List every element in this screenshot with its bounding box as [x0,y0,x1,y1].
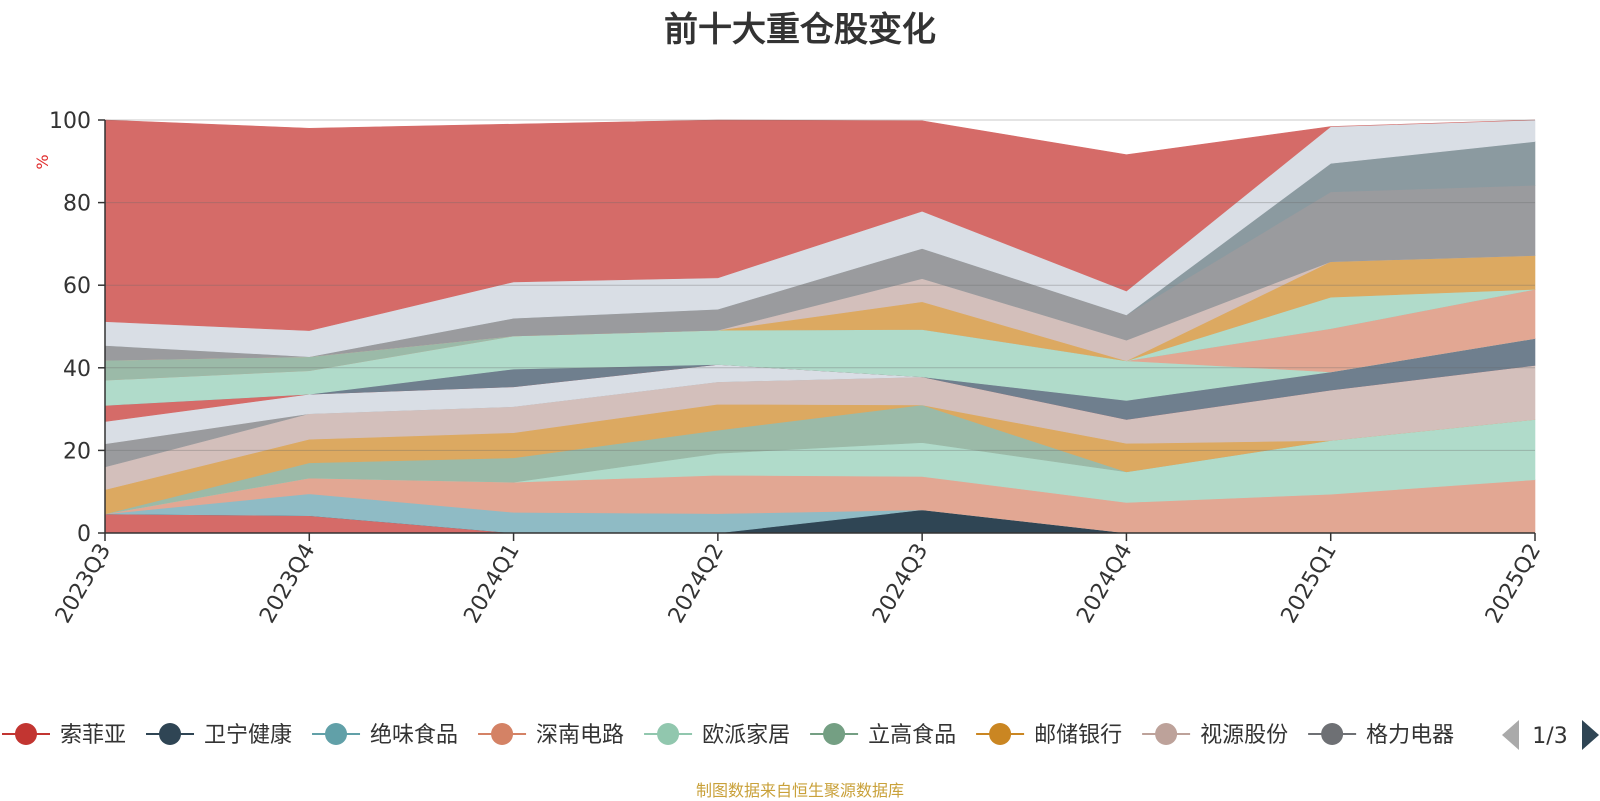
legend-item-6[interactable]: 邮储银行 [976,723,1122,748]
legend-label: 绝味食品 [370,723,458,748]
x-tick-label: 2023Q4 [255,540,320,628]
legend-next-icon[interactable] [1582,720,1599,750]
x-tick-label: 2024Q1 [459,540,524,628]
legend-item-2[interactable]: 绝味食品 [312,723,458,748]
x-tick-label: 2024Q3 [868,540,933,628]
legend-label: 卫宁健康 [204,723,292,748]
y-tick-label: 80 [63,192,91,217]
grid-layer [105,119,1535,451]
legend-marker [159,723,182,745]
legend-marker [1321,723,1344,745]
x-tick-label: 2024Q2 [664,540,729,628]
legend-page-indicator: 1/3 [1532,724,1567,749]
source-note: 制图数据来自恒生聚源数据库 [695,781,904,800]
y-tick-label: 100 [49,109,91,134]
legend-marker [325,723,348,745]
x-tick-label: 2025Q2 [1481,540,1546,628]
legend-label: 深南电路 [536,723,624,748]
x-tick-label: 2023Q3 [51,540,116,628]
legend-item-0[interactable]: 索菲亚 [2,723,126,748]
legend-items: 索菲亚 卫宁健康 绝味食品 深南电路 欧派家居 立高食品 邮储银行 视源股份 格力电器 [2,723,1454,748]
legend[interactable]: 索菲亚 卫宁健康 绝味食品 深南电路 欧派家居 立高食品 邮储银行 视源股份 格力电器 [2,723,1454,748]
legend-item-5[interactable]: 立高食品 [810,723,956,748]
legend-item-7[interactable]: 视源股份 [1142,723,1288,748]
y-tick-label: 60 [63,274,91,299]
y-tick-label: 40 [63,357,91,382]
legend-marker [989,723,1012,745]
area-series-21 [104,119,1536,331]
legend-marker [823,723,846,745]
legend-pager[interactable]: 1/3 [1500,718,1600,752]
legend-marker [491,723,514,745]
legend-item-4[interactable]: 欧派家居 [644,723,790,748]
area-layer [104,119,1536,534]
legend-prev-icon[interactable] [1502,720,1519,750]
legend-item-3[interactable]: 深南电路 [478,723,624,748]
legend-marker [657,723,680,745]
legend-label: 邮储银行 [1034,723,1122,748]
legend-label: 索菲亚 [60,723,126,748]
y-tick-label: 0 [77,522,91,547]
legend-label: 欧派家居 [702,723,790,748]
legend-item-1[interactable]: 卫宁健康 [146,723,292,748]
legend-marker [15,723,37,745]
y-tick-label: 20 [63,439,91,464]
legend-marker [1155,723,1178,745]
legend-label: 立高食品 [868,723,956,748]
y-axis-label: % [33,154,52,169]
x-tick-label: 2025Q1 [1277,540,1342,628]
chart-title: 前十大重仓股变化 [664,10,936,50]
legend-label: 视源股份 [1200,723,1288,748]
legend-item-8[interactable]: 格力电器 [1308,723,1454,748]
x-tick-label: 2024Q4 [1072,540,1137,628]
legend-label: 格力电器 [1366,723,1454,748]
